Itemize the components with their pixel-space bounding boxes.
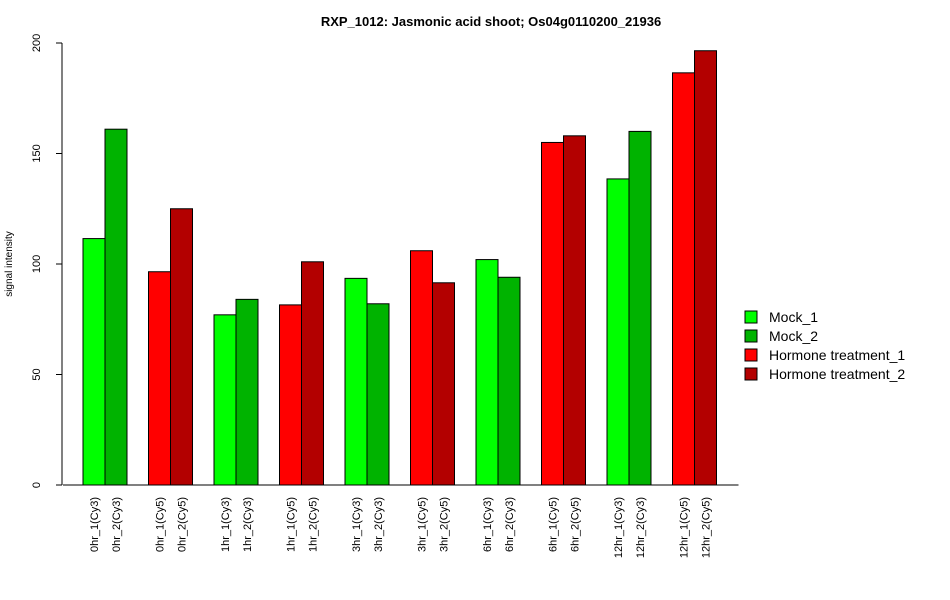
y-tick-label: 0 [31, 482, 43, 488]
x-tick-label: 1hr_2(Cy3) [242, 497, 254, 552]
y-tick-label: 200 [31, 34, 43, 52]
bar [475, 259, 499, 486]
bar [344, 277, 368, 486]
legend: Mock_1 Mock_2 Hormone treatment_1 Hormone t… [744, 309, 905, 382]
x-tick-label: 1hr_1(Cy5) [286, 497, 298, 552]
bar [432, 282, 455, 486]
x-tick-label: 3hr_2(Cy5) [439, 497, 451, 552]
bar [672, 72, 695, 486]
bar [170, 208, 193, 486]
bar [563, 135, 586, 486]
x-tick-label: 6hr_2(Cy3) [504, 497, 516, 552]
y-tick-label: 100 [31, 255, 43, 273]
chart-title: RXP_1012: Jasmonic acid shoot; Os04g0110… [321, 14, 661, 29]
legend-swatch [744, 367, 758, 381]
legend-swatch [744, 348, 758, 362]
bar [148, 271, 171, 486]
x-tick-label: 1hr_2(Cy5) [308, 497, 320, 552]
x-tick-label: 0hr_1(Cy3) [89, 497, 101, 552]
y-tick-label: 50 [31, 368, 43, 380]
x-tick-label: 12hr_2(Cy5) [701, 497, 713, 558]
legend-label: Mock_1 [769, 309, 818, 325]
legend-label: Hormone treatment_2 [769, 366, 905, 382]
x-tick-label: 12hr_2(Cy3) [635, 497, 647, 558]
bar [82, 238, 106, 486]
bar [279, 304, 302, 486]
bar [301, 261, 324, 486]
x-tick-label: 0hr_2(Cy3) [111, 497, 123, 552]
legend-label: Hormone treatment_1 [769, 347, 905, 363]
legend-swatch [744, 329, 758, 343]
legend-swatch [744, 310, 758, 324]
bar [541, 141, 564, 486]
bar [410, 250, 433, 486]
x-tick-label: 6hr_1(Cy3) [482, 497, 494, 552]
x-tick-label: 0hr_1(Cy5) [155, 497, 167, 552]
x-tick-label: 6hr_2(Cy5) [570, 497, 582, 552]
x-tick-label: 6hr_1(Cy5) [548, 497, 560, 552]
bar [104, 128, 128, 486]
x-tick-label: 3hr_2(Cy3) [373, 497, 385, 552]
x-tick-label: 1hr_1(Cy3) [220, 497, 232, 552]
bar [606, 178, 630, 486]
y-axis: 0 50 100 150 200 [31, 34, 63, 488]
x-tick-label: 12hr_1(Cy3) [613, 497, 625, 558]
legend-label: Mock_2 [769, 328, 818, 344]
x-tick-label: 12hr_1(Cy5) [679, 497, 691, 558]
bar [628, 130, 652, 486]
x-tick-labels: 0hr_1(Cy3) 0hr_2(Cy3) 0hr_1(Cy5) 0hr_2(Cy5)… [89, 497, 713, 558]
bar [366, 303, 390, 486]
bar [235, 298, 259, 486]
y-axis-label: signal intensity [4, 231, 15, 297]
bar [694, 50, 717, 486]
y-tick-label: 150 [31, 144, 43, 162]
bar [497, 276, 521, 486]
x-tick-label: 0hr_2(Cy5) [177, 497, 189, 552]
bar [213, 314, 237, 486]
bar-series [82, 50, 717, 486]
x-tick-label: 3hr_1(Cy3) [351, 497, 363, 552]
x-tick-label: 3hr_1(Cy5) [417, 497, 429, 552]
